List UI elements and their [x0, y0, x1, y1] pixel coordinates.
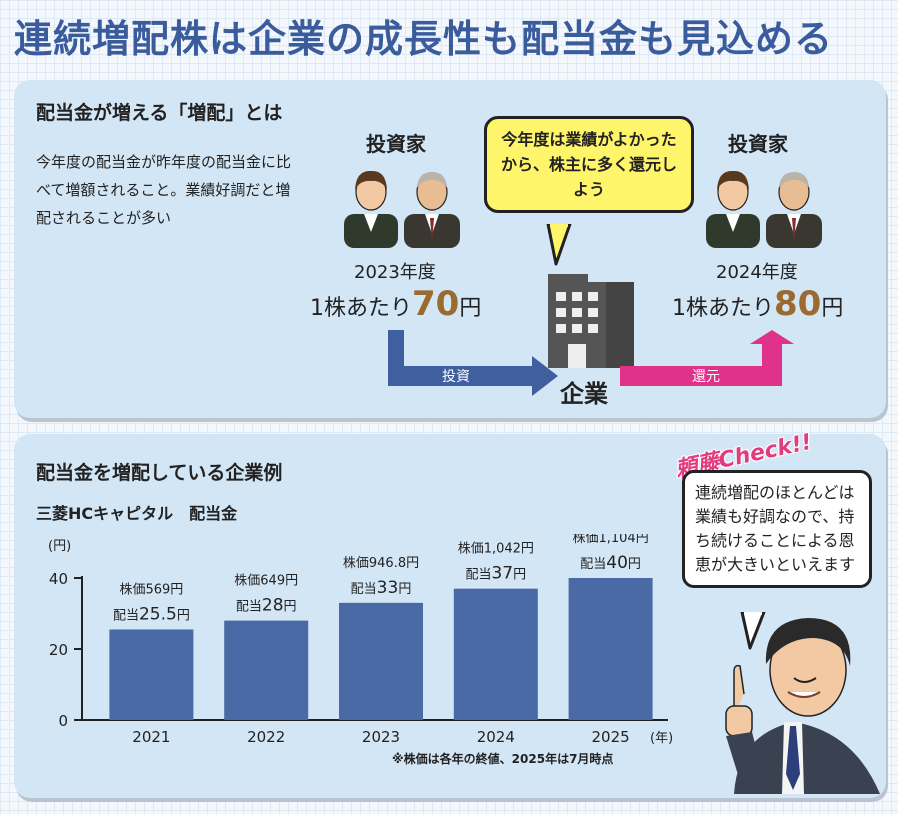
bar-dividend-label: 配当25.5円	[113, 604, 190, 624]
return-label: 還元	[692, 369, 720, 385]
dividend-unit: 円	[398, 582, 411, 597]
bar-price-label: 株価946.8円	[343, 556, 419, 571]
currency-right: 円	[821, 296, 844, 321]
dividend-value: 25.5	[139, 604, 177, 624]
bar-price-label: 株価569円	[119, 582, 183, 597]
advisor-illustration	[725, 618, 880, 794]
dividend-example-panel: 配当金を増配している企業例 三菱HCキャピタル 配当金 (円) 0 20 40 株価56…	[14, 430, 886, 798]
dividend-prefix: 配当	[236, 600, 262, 615]
per-share-right: 1株あたり 80 円	[672, 284, 843, 324]
per-share-prefix-left: 1株あたり	[310, 296, 412, 321]
year-label-left: 2023年度	[354, 262, 436, 283]
bar-2021	[109, 629, 194, 720]
bar-price-label: 株価1,104円	[572, 534, 648, 546]
dividend-value: 37	[491, 564, 513, 584]
year-label-right: 2024年度	[716, 262, 798, 283]
y-tick-label: 40	[49, 570, 68, 588]
investors-illustration-right	[706, 170, 822, 248]
dividend-prefix: 配当	[580, 557, 606, 572]
dividend-increase-panel: 配当金が増える「増配」とは 今年度の配当金が昨年度の配当金に比べて増額されること…	[14, 80, 886, 418]
dividend-value: 33	[377, 578, 399, 598]
section1-description: 今年度の配当金が昨年度の配当金に比べて増額されること。業績好調だと増配されること…	[36, 153, 292, 227]
dividend-bar-chart: (円)02040株価569円配当25.5円2021株価649円配当28円2022…	[48, 534, 673, 746]
x-axis-unit: (年)	[650, 731, 673, 746]
dividend-unit: 円	[284, 600, 297, 615]
invest-label: 投資	[442, 369, 470, 385]
bar-dividend-label: 配当37円	[465, 564, 526, 584]
dividend-unit: 円	[177, 608, 190, 623]
return-arrow	[620, 330, 794, 386]
x-tick-label: 2024	[477, 728, 515, 746]
comment-bubble-tail	[740, 612, 766, 650]
investor-label-right: 投資家	[728, 132, 788, 156]
invest-arrow	[388, 330, 558, 396]
y-tick-label: 0	[58, 712, 68, 730]
bar-dividend-label: 配当28円	[236, 596, 297, 616]
chart-subtitle: 三菱HCキャピタル 配当金	[36, 504, 238, 523]
page-headline: 連続増配株は企業の成長性も配当金も見込める	[14, 17, 834, 61]
bar-price-label: 株価1,042円	[458, 542, 534, 557]
bar-price-label: 株価649円	[234, 574, 298, 589]
bar-2025	[568, 578, 653, 720]
x-tick-label: 2021	[132, 728, 170, 746]
investor-label-left: 投資家	[366, 132, 426, 156]
investor-woman-icon	[706, 170, 760, 248]
dividend-value: 40	[606, 553, 628, 573]
company-speech-bubble: 今年度は業績がよかったから、株主に多く還元しよう	[484, 116, 694, 213]
bar-2024	[453, 588, 538, 720]
dividend-value: 28	[262, 596, 284, 616]
bar-2023	[339, 602, 423, 720]
per-share-prefix-right: 1株あたり	[672, 296, 774, 321]
investor-woman-icon	[344, 170, 398, 248]
per-share-left: 1株あたり 70 円	[310, 284, 481, 324]
x-tick-label: 2022	[247, 728, 285, 746]
investors-illustration-left	[344, 170, 460, 248]
currency-left: 円	[459, 296, 482, 321]
chart-footnote: ※株価は各年の終値、2025年は7月時点	[392, 752, 614, 766]
company-building-icon	[548, 274, 634, 368]
y-tick-label: 20	[49, 641, 68, 659]
dividend-prefix: 配当	[351, 582, 377, 597]
bar-dividend-label: 配当40円	[580, 553, 641, 573]
dividend-unit: 円	[513, 568, 526, 583]
section1-title: 配当金が増える「増配」とは	[36, 102, 283, 124]
dividend-prefix: 配当	[113, 608, 139, 623]
dividend-unit: 円	[628, 557, 641, 572]
investor-man-icon	[404, 172, 460, 248]
x-tick-label: 2025	[592, 728, 630, 746]
dividend-prefix: 配当	[465, 568, 491, 583]
bubble-tail	[546, 224, 572, 266]
dividend-amount-left: 70	[412, 284, 460, 324]
investor-man-icon	[766, 172, 822, 248]
x-tick-label: 2023	[362, 728, 400, 746]
y-axis-unit: (円)	[48, 539, 71, 554]
company-label: 企業	[560, 380, 608, 408]
bar-2022	[224, 620, 309, 720]
bar-dividend-label: 配当33円	[351, 578, 412, 598]
advisor-comment-bubble: 連続増配のほとんどは業績も好調なので、持ち続けることによる恩恵が大きいといえます	[682, 470, 872, 588]
section2-title: 配当金を増配している企業例	[36, 462, 283, 484]
dividend-amount-right: 80	[774, 284, 822, 324]
